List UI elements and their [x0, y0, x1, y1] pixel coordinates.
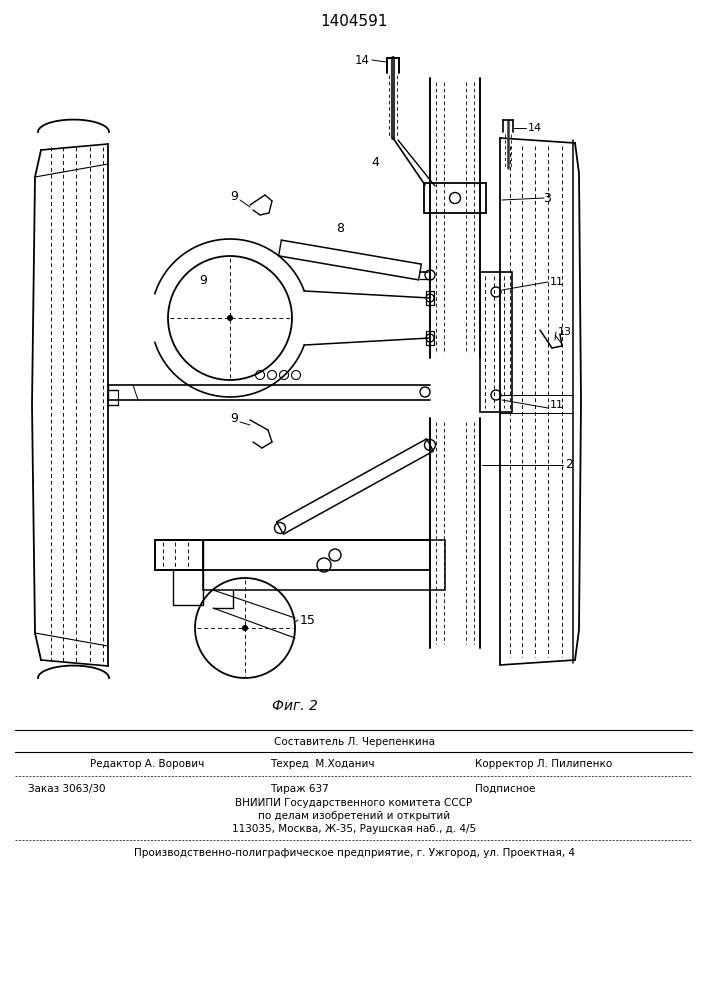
Text: 113035, Москва, Ж-35, Раушская наб., д. 4/5: 113035, Москва, Ж-35, Раушская наб., д. …: [232, 824, 476, 834]
Text: 9: 9: [230, 190, 238, 204]
Circle shape: [228, 316, 233, 320]
Text: 11: 11: [550, 277, 564, 287]
Bar: [426, 331, 434, 345]
Text: 9: 9: [230, 412, 238, 424]
Text: 4: 4: [371, 155, 379, 168]
Bar: [426, 291, 434, 305]
Text: ВНИИПИ Государственного комитета СССР: ВНИИПИ Государственного комитета СССР: [235, 798, 472, 808]
Bar: [203, 540, 445, 590]
Bar: [480, 272, 512, 412]
Text: Производственно-полиграфическое предприятие, г. Ужгород, ул. Проектная, 4: Производственно-полиграфическое предприя…: [134, 848, 575, 858]
Text: Составитель Л. Черепенкина: Составитель Л. Черепенкина: [274, 737, 435, 747]
Text: Заказ 3063/30: Заказ 3063/30: [28, 784, 105, 794]
Text: 1404591: 1404591: [320, 14, 387, 29]
Text: 8: 8: [336, 222, 344, 234]
Bar: [424, 183, 486, 213]
Circle shape: [243, 626, 247, 631]
Text: 9: 9: [199, 273, 207, 286]
Text: 14: 14: [355, 53, 370, 66]
Text: 2: 2: [565, 458, 573, 472]
Bar: [155, 540, 203, 570]
Text: 3: 3: [543, 192, 551, 205]
Text: 13: 13: [558, 327, 572, 337]
Text: 11: 11: [550, 400, 564, 410]
Text: 14: 14: [528, 123, 542, 133]
Text: 15: 15: [300, 613, 316, 626]
Text: Подписное: Подписное: [475, 784, 535, 794]
Text: Редактор А. Ворович: Редактор А. Ворович: [90, 759, 204, 769]
Text: Фиг. 2: Фиг. 2: [272, 699, 318, 713]
Text: Тираж 637: Тираж 637: [270, 784, 329, 794]
Text: по делам изобретений и открытий: по делам изобретений и открытий: [258, 811, 450, 821]
Text: Корректор Л. Пилипенко: Корректор Л. Пилипенко: [475, 759, 612, 769]
Text: Техред  М.Ходанич: Техред М.Ходанич: [270, 759, 375, 769]
